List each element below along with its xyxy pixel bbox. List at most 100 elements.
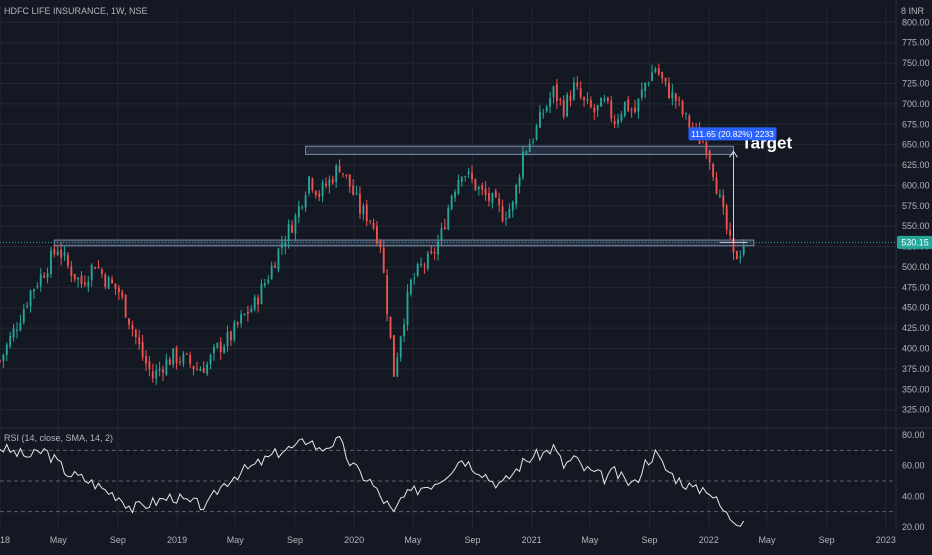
candle xyxy=(185,352,188,356)
candle-body xyxy=(681,101,684,115)
candle-body xyxy=(678,99,681,101)
candle-body xyxy=(729,229,732,236)
candle xyxy=(474,178,477,191)
candle-body xyxy=(53,248,56,254)
candle-body xyxy=(226,331,229,346)
candle xyxy=(325,177,327,189)
candle-body xyxy=(335,165,338,183)
candle-body xyxy=(600,98,602,107)
time-tick-label: Sep xyxy=(287,535,303,545)
price-tick-label: 625.00 xyxy=(902,160,930,170)
candle-body xyxy=(117,287,120,293)
candle-body xyxy=(206,364,209,374)
candle xyxy=(423,262,426,274)
candle-body xyxy=(464,176,467,178)
candle-body xyxy=(637,98,640,112)
candle-body xyxy=(12,328,15,338)
candle xyxy=(494,188,497,198)
candle-body xyxy=(263,282,266,286)
candle xyxy=(219,337,222,360)
candle-body xyxy=(2,354,5,361)
candle-body xyxy=(576,82,579,87)
candle-body xyxy=(165,359,168,375)
candle xyxy=(511,200,514,218)
candle xyxy=(158,361,161,377)
candle xyxy=(56,244,59,257)
time-tick-label: 2022 xyxy=(699,535,719,545)
candle xyxy=(128,318,130,330)
candle xyxy=(0,359,1,363)
candle xyxy=(111,275,113,284)
price-tick-label: 325.00 xyxy=(902,405,930,415)
candle xyxy=(644,82,647,99)
price-tick-label: 700.00 xyxy=(902,99,930,109)
candle xyxy=(202,361,205,374)
candle-body xyxy=(175,347,178,364)
candle-body xyxy=(413,277,416,279)
candle-body xyxy=(522,151,524,178)
candle-body xyxy=(233,322,236,340)
candle xyxy=(661,71,664,84)
candle xyxy=(124,294,127,318)
candle xyxy=(172,348,175,368)
candle xyxy=(80,271,83,288)
candle-body xyxy=(345,174,348,176)
candle-body xyxy=(454,191,456,198)
candle-body xyxy=(301,206,304,208)
candle xyxy=(5,342,8,362)
candle xyxy=(83,275,86,288)
candle xyxy=(596,104,599,117)
candle xyxy=(542,108,545,119)
candle xyxy=(413,273,416,285)
candle-body xyxy=(73,273,76,280)
candle-body xyxy=(491,193,494,204)
candle xyxy=(328,175,331,194)
candle-body xyxy=(50,250,52,274)
candle-body xyxy=(145,356,147,364)
candle-body xyxy=(596,105,599,111)
candle xyxy=(712,162,715,181)
candle-body xyxy=(369,220,372,222)
candle xyxy=(559,97,562,106)
candle-body xyxy=(494,190,497,198)
candle-body xyxy=(654,68,657,73)
candle xyxy=(162,365,164,381)
candle-body xyxy=(297,206,300,218)
candle xyxy=(657,63,660,76)
candle-body xyxy=(240,314,243,324)
candle xyxy=(213,343,215,361)
time-tick-label: May xyxy=(581,535,599,545)
candle xyxy=(29,289,32,313)
candle xyxy=(382,240,385,274)
candle-body xyxy=(562,100,565,117)
candle xyxy=(229,330,232,347)
candle xyxy=(50,247,52,278)
candle xyxy=(515,183,518,210)
candle xyxy=(416,262,419,278)
price-tick-label: 775.00 xyxy=(902,38,930,48)
candle-body xyxy=(121,291,124,297)
zone-box xyxy=(53,239,755,247)
candle-body xyxy=(505,218,507,220)
candle xyxy=(270,261,273,280)
candle-body xyxy=(311,178,314,191)
candle-body xyxy=(348,174,351,187)
candle-body xyxy=(613,120,616,125)
candle xyxy=(484,181,487,201)
rsi-tick-label: 80.00 xyxy=(902,430,925,440)
candle-body xyxy=(56,250,59,256)
candle xyxy=(392,335,395,377)
candle-body xyxy=(196,368,198,370)
candle-body xyxy=(107,277,110,289)
candle xyxy=(589,96,592,109)
candle xyxy=(138,329,141,350)
price-tick-label: 600.00 xyxy=(902,180,930,190)
candle-body xyxy=(97,267,100,269)
candle-body xyxy=(257,297,260,305)
candle xyxy=(623,101,626,118)
time-tick-label: 2023 xyxy=(876,535,896,545)
candle-body xyxy=(420,263,423,266)
candle-body xyxy=(528,143,531,153)
